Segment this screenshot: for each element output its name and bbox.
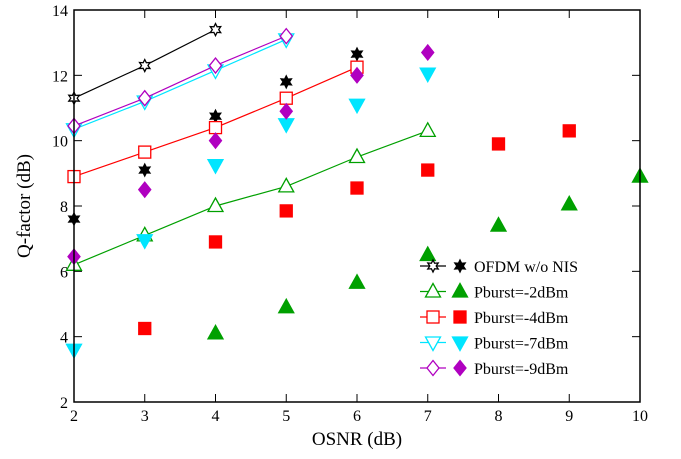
- legend-entry: Pburst=-9dBm: [420, 359, 569, 378]
- filled-data-point: [350, 66, 364, 84]
- filled-data-point: [277, 297, 295, 314]
- legend-open-marker: [424, 282, 442, 298]
- filled-data-point: [562, 124, 576, 138]
- filled-data-point: [350, 181, 364, 195]
- filled-data-point: [348, 98, 366, 115]
- legend-open-marker: [424, 336, 442, 352]
- x-tick-label: 8: [495, 408, 503, 425]
- filled-data-point: [419, 67, 437, 84]
- y-tick-label: 14: [52, 3, 68, 20]
- open-data-point: [277, 177, 295, 193]
- series-line: [73, 130, 428, 266]
- y-tick-label: 2: [60, 395, 68, 412]
- filled-data-point: [206, 159, 225, 175]
- y-tick-label: 10: [52, 134, 68, 151]
- open-data-point: [138, 145, 152, 159]
- open-data-point: [206, 196, 225, 213]
- series-0: [67, 22, 364, 227]
- x-tick-label: 5: [282, 408, 290, 425]
- x-tick-label: 6: [353, 408, 361, 425]
- legend-filled-marker: [453, 359, 467, 377]
- open-data-point: [208, 56, 223, 75]
- x-tick-label: 7: [424, 408, 432, 425]
- legend-open-marker: [426, 310, 440, 324]
- filled-data-point: [206, 324, 225, 340]
- filled-data-point: [209, 108, 222, 124]
- filled-data-point: [489, 216, 508, 232]
- filled-data-point: [137, 181, 152, 199]
- y-tick-label: 4: [60, 330, 68, 347]
- open-data-point: [137, 89, 152, 107]
- filled-data-point: [560, 195, 578, 211]
- legend-label: Pburst=-9dBm: [474, 361, 569, 378]
- open-data-point: [279, 27, 294, 45]
- legend-entry: Pburst=-7dBm: [420, 336, 569, 353]
- x-tick-label: 4: [212, 408, 220, 425]
- legend-filled-marker: [453, 310, 467, 324]
- y-tick-label: 8: [60, 199, 68, 216]
- filled-data-point: [420, 43, 435, 62]
- legend-open-marker: [426, 359, 440, 377]
- x-tick-label: 10: [632, 408, 648, 425]
- filled-data-point: [491, 137, 506, 151]
- legend-entry: Pburst=-4dBm: [420, 310, 569, 327]
- legend-label: Pburst=-7dBm: [474, 336, 569, 353]
- legend-entry: OFDM w/o NIS: [420, 258, 578, 276]
- filled-data-point: [350, 46, 364, 62]
- filled-data-point: [208, 235, 223, 249]
- legend-label: Pburst=-2dBm: [474, 285, 569, 302]
- legend-filled-marker: [451, 282, 469, 298]
- legend: OFDM w/o NIS Pburst=-2dBm Pburst=-4dBm Pbur…: [420, 258, 578, 378]
- legend-label: Pburst=-4dBm: [474, 310, 569, 327]
- x-tick-label: 3: [141, 408, 149, 425]
- filled-data-point: [279, 102, 294, 120]
- open-data-point: [348, 147, 366, 164]
- filled-data-point: [208, 132, 223, 150]
- legend-entry: Pburst=-2dBm: [420, 282, 569, 302]
- filled-data-point: [138, 162, 152, 178]
- open-data-point: [208, 120, 223, 135]
- series-layer: [65, 22, 649, 360]
- legend-filled-marker: [453, 258, 467, 274]
- legend-open-marker: [426, 258, 440, 274]
- filled-data-point: [419, 245, 437, 262]
- series-2: [67, 60, 576, 336]
- series-1: [65, 121, 649, 340]
- series-line: [73, 35, 287, 127]
- filled-data-point: [279, 74, 293, 90]
- filled-data-point: [348, 273, 366, 289]
- series-4: [67, 27, 435, 266]
- open-data-point: [138, 58, 152, 73]
- filled-data-point: [277, 118, 295, 134]
- legend-filled-marker: [451, 336, 469, 352]
- y-axis-title: Q-factor (dB): [14, 154, 35, 258]
- y-tick-label: 6: [60, 264, 68, 281]
- x-tick-label: 9: [565, 408, 573, 425]
- filled-data-point: [279, 204, 293, 218]
- filled-data-point: [421, 163, 435, 177]
- open-data-point: [209, 22, 222, 38]
- legend-label: OFDM w/o NIS: [474, 259, 578, 276]
- plot-frame: [73, 9, 641, 403]
- open-data-point: [279, 91, 293, 105]
- x-tick-label: 2: [70, 408, 78, 425]
- y-tick-label: 12: [52, 68, 68, 85]
- filled-data-point: [136, 234, 154, 250]
- series-line: [73, 38, 287, 130]
- filled-data-point: [138, 321, 152, 336]
- open-data-point: [419, 121, 437, 138]
- x-axis-title: OSNR (dB): [312, 429, 402, 450]
